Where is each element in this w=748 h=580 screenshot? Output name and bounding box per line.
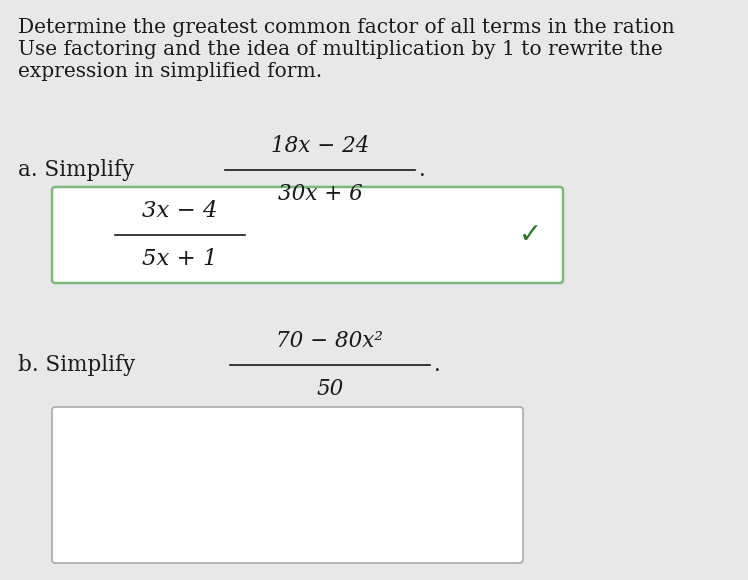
Text: 5x + 1: 5x + 1 <box>142 248 218 270</box>
Text: 50: 50 <box>316 378 343 400</box>
Text: b. Simplify: b. Simplify <box>18 354 135 376</box>
Text: 30x + 6: 30x + 6 <box>278 183 362 205</box>
Text: Determine the greatest common factor of all terms in the ration: Determine the greatest common factor of … <box>18 18 675 37</box>
Text: 70 − 80x²: 70 − 80x² <box>277 330 384 352</box>
Text: 3x − 4: 3x − 4 <box>142 200 218 222</box>
Text: .: . <box>419 159 426 181</box>
FancyBboxPatch shape <box>52 187 563 283</box>
Text: .: . <box>434 354 441 376</box>
FancyBboxPatch shape <box>52 407 523 563</box>
Text: ✓: ✓ <box>518 221 542 249</box>
Text: Use factoring and the idea of multiplication by 1 to rewrite the: Use factoring and the idea of multiplica… <box>18 40 663 59</box>
Text: expression in simplified form.: expression in simplified form. <box>18 62 322 81</box>
Text: a. Simplify: a. Simplify <box>18 159 134 181</box>
Text: 18x − 24: 18x − 24 <box>271 135 370 157</box>
